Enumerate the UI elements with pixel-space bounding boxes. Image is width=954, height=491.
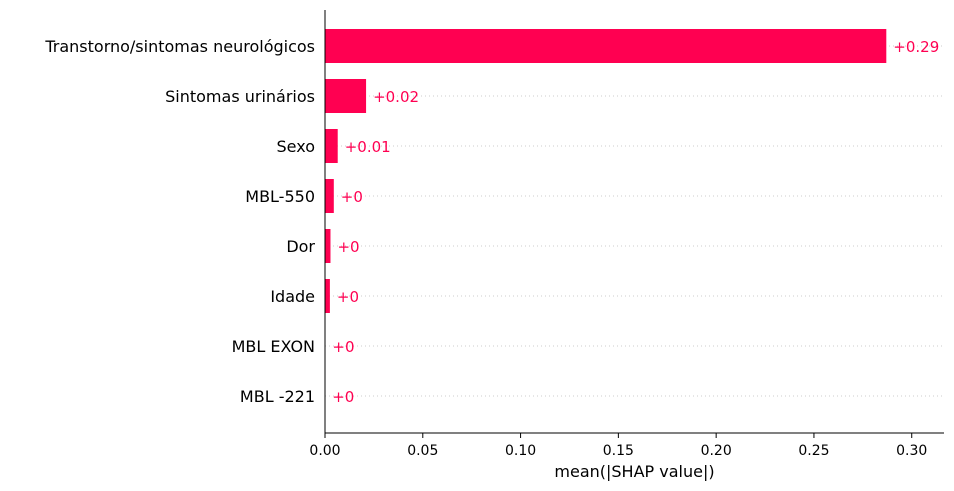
category-label: Dor	[286, 237, 315, 256]
value-label: +0.29	[893, 38, 939, 56]
value-label: +0	[341, 188, 363, 206]
value-label: +0	[332, 388, 354, 406]
bars	[325, 29, 887, 413]
bar	[325, 79, 367, 113]
x-tick-label: 0.00	[309, 443, 340, 459]
category-label: Transtorno/sintomas neurológicos	[44, 37, 315, 56]
x-tick-label: 0.30	[896, 443, 927, 459]
value-label: +0	[337, 238, 359, 256]
labels: Transtorno/sintomas neurológicos +0.29 Sin…	[44, 37, 939, 406]
category-label: MBL-550	[245, 187, 315, 206]
category-label: Sexo	[277, 137, 315, 156]
x-tick-label: 0.20	[701, 443, 732, 459]
value-label: +0.01	[345, 138, 391, 156]
x-tick-label: 0.10	[505, 443, 536, 459]
value-label: +0.02	[373, 88, 419, 106]
value-label: +0	[337, 288, 359, 306]
bar	[325, 229, 331, 263]
bar	[325, 179, 334, 213]
x-axis-title: mean(|SHAP value|)	[554, 462, 714, 481]
x-tick-label: 0.05	[407, 443, 438, 459]
category-label: Idade	[270, 287, 315, 306]
x-tick-label: 0.15	[603, 443, 634, 459]
category-label: MBL EXON	[232, 337, 315, 356]
bar	[325, 29, 887, 63]
category-label: Sintomas urinários	[165, 87, 315, 106]
bar	[325, 129, 338, 163]
x-tick-label: 0.25	[798, 443, 829, 459]
value-label: +0	[332, 338, 354, 356]
x-axis-ticks: 0.00 0.05 0.10 0.15 0.20 0.25 0.30	[309, 433, 927, 459]
category-label: MBL -221	[240, 387, 315, 406]
bar	[325, 279, 330, 313]
